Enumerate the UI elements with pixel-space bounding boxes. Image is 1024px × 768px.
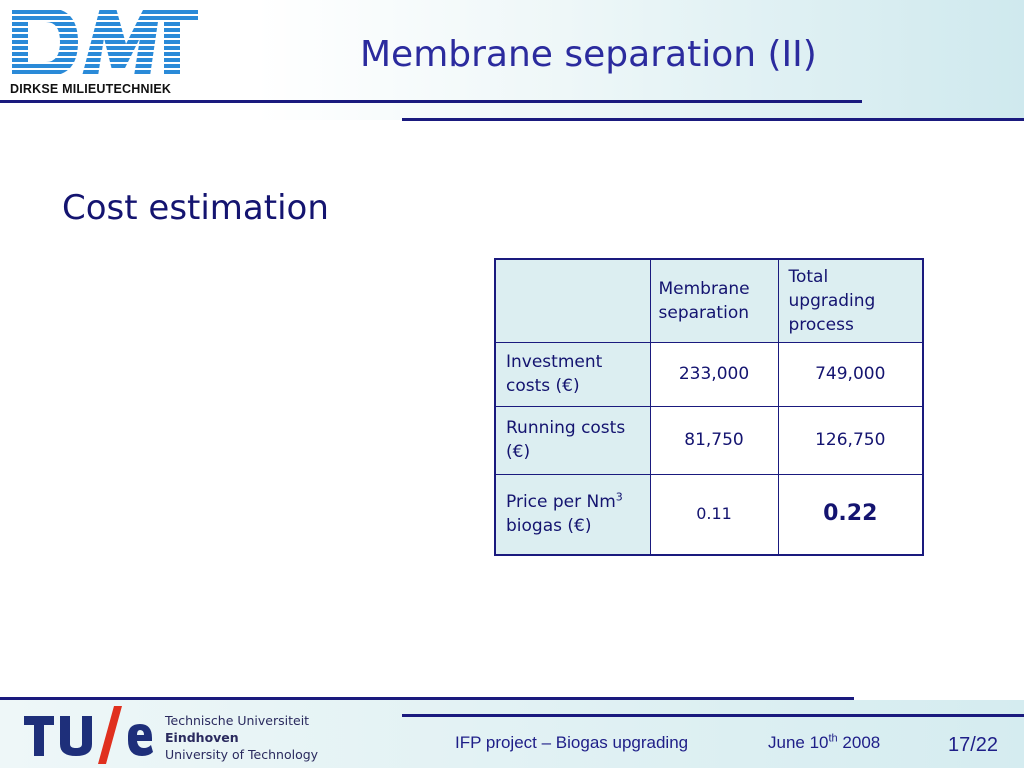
section-heading: Cost estimation xyxy=(62,188,329,228)
cost-table: Membrane separation Total upgrading proc… xyxy=(494,258,924,556)
footer-band xyxy=(0,700,1024,768)
cell-running-total: 126,750 xyxy=(777,405,924,475)
table-row: Price per Nm3 biogas (€) 0.11 0.22 xyxy=(494,473,924,556)
header-rule xyxy=(0,100,862,103)
row-label-price-sup: 3 xyxy=(615,490,623,504)
footer-rule-secondary xyxy=(402,714,1024,717)
footer-project: IFP project – Biogas upgrading xyxy=(455,733,689,752)
row-label-running: Running costs (€) xyxy=(494,405,651,475)
row-label-price-main: Price per Nm xyxy=(506,492,616,513)
table-header-row: Membrane separation Total upgrading proc… xyxy=(494,258,924,343)
page-number: 17/22 xyxy=(948,734,999,756)
cell-investment-membrane: 233,000 xyxy=(649,341,779,407)
row-label-price: Price per Nm3 biogas (€) xyxy=(494,473,651,556)
university-line1: Technische Universiteit xyxy=(165,713,310,728)
logo-subtitle: DIRKSE MILIEUTECHNIEK xyxy=(10,82,172,96)
cell-price-total: 0.22 xyxy=(777,473,924,556)
footer-rule xyxy=(0,697,854,700)
tue-logo xyxy=(24,706,153,764)
table-row: Running costs (€) 81,750 126,750 xyxy=(494,405,924,475)
footer-date-main: June 10 xyxy=(768,733,829,752)
footer-date-year: 2008 xyxy=(837,733,881,752)
row-label-investment: Investment costs (€) xyxy=(494,341,651,407)
cell-running-membrane: 81,750 xyxy=(649,405,779,475)
column-header-total: Total upgrading process xyxy=(777,258,924,343)
table-row: Investment costs (€) 233,000 749,000 xyxy=(494,341,924,407)
cell-investment-total: 749,000 xyxy=(777,341,924,407)
university-line3: University of Technology xyxy=(165,747,319,762)
table-corner-cell xyxy=(494,258,651,343)
footer-date: June 10th 2008 xyxy=(768,733,880,753)
column-header-membrane: Membrane separation xyxy=(649,258,779,343)
university-name: Technische Universiteit Eindhoven Univer… xyxy=(165,712,318,763)
dmt-logo xyxy=(12,8,198,76)
footer-date-sup: th xyxy=(828,732,838,745)
header-rule-secondary xyxy=(402,118,1024,121)
cell-price-membrane: 0.11 xyxy=(649,473,779,556)
row-label-price-rest: biogas (€) xyxy=(506,516,592,537)
university-line2: Eindhoven xyxy=(165,730,239,745)
slide-title: Membrane separation (II) xyxy=(360,34,817,75)
